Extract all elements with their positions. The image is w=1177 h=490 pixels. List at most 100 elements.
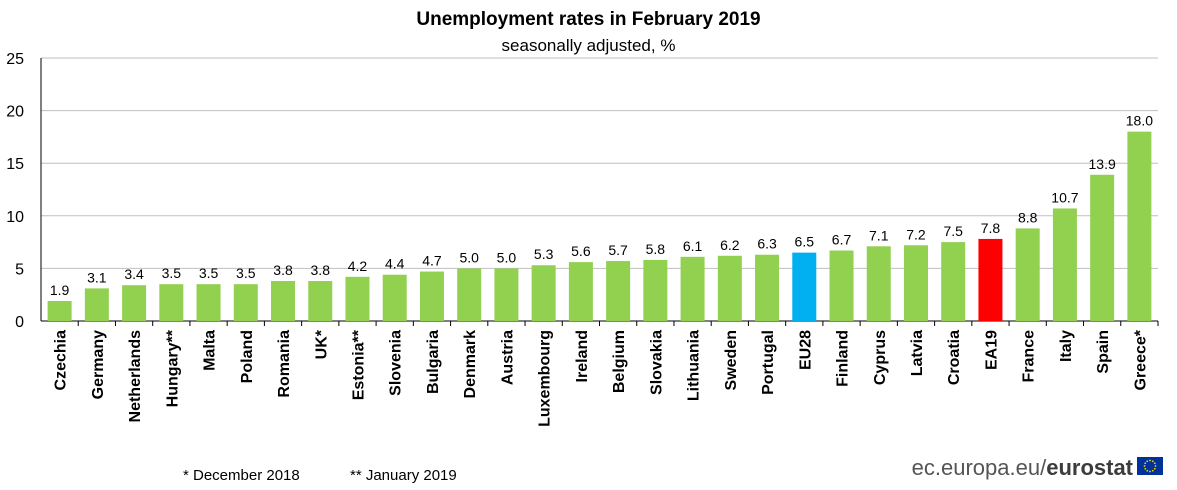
value-label: 7.1: [869, 227, 889, 243]
x-tick-label: UK*: [313, 329, 330, 359]
value-labels: 1.9 3.1 3.4 3.5 3.5 3.5 3.8 3.8 4.2 4.4 4.7 5.0 5.0 5…: [50, 113, 1153, 298]
bar-portugal: [755, 254, 780, 321]
bar-germany: [84, 288, 109, 321]
grid-lines: [41, 57, 1158, 269]
eu-flag-icon: [1137, 457, 1163, 475]
bar-netherlands: [122, 285, 147, 321]
bar-uk: [308, 281, 333, 321]
x-tick-label: Finland: [835, 330, 852, 387]
value-label: 7.2: [906, 226, 926, 242]
bar-luxembourg: [531, 265, 556, 321]
bar-bulgaria: [419, 271, 444, 321]
value-label: 6.2: [720, 237, 740, 253]
x-tick-label: Luxembourg: [537, 330, 554, 427]
value-label: 7.8: [981, 220, 1001, 236]
bars: [47, 131, 1152, 321]
bar-hungary: [159, 284, 184, 321]
eurostat-brand[interactable]: ec.europa.eu/eurostat: [912, 455, 1133, 481]
x-tick-label: France: [1021, 330, 1038, 383]
bar-czechia: [47, 301, 72, 321]
x-tick-label: Sweden: [723, 330, 740, 390]
x-tick-label: Czechia: [53, 330, 70, 391]
value-label: 10.7: [1051, 189, 1078, 205]
bar-italy: [1052, 208, 1077, 321]
bar-denmark: [457, 268, 482, 321]
chart-subtitle: seasonally adjusted, %: [501, 36, 676, 55]
x-tick-label: Slovenia: [388, 330, 405, 396]
y-tick-label: 0: [15, 314, 24, 331]
x-tick-label: Romania: [276, 330, 293, 398]
x-tick-label: Germany: [90, 330, 107, 399]
bar-malta: [196, 284, 221, 321]
value-label: 3.8: [273, 262, 293, 278]
y-tick-label: 5: [15, 261, 24, 278]
y-tick-label: 20: [6, 104, 24, 121]
x-tick-label: Latvia: [909, 330, 926, 376]
value-label: 5.6: [571, 243, 591, 259]
y-tick-label: 10: [6, 209, 24, 226]
x-tick-label: Poland: [239, 330, 256, 383]
chart-title: Unemployment rates in February 2019: [416, 9, 761, 30]
value-label: 3.5: [162, 265, 182, 281]
x-tick-label: Italy: [1058, 330, 1075, 362]
value-label: 4.4: [385, 256, 405, 272]
value-label: 5.7: [608, 242, 628, 258]
value-label: 5.8: [646, 241, 666, 257]
value-label: 1.9: [50, 282, 70, 298]
x-tick-label: Denmark: [462, 330, 479, 399]
bar-eu28: [792, 252, 817, 321]
bar-slovakia: [643, 259, 668, 321]
bar-croatia: [941, 242, 966, 321]
source-domain: ec.europa.eu/: [911, 455, 1047, 480]
value-label: 5.0: [497, 249, 517, 265]
bar-chart: 0 5 10 15 20 25 1.9 3.1 3.4 3.5 3.5 3.5 3.8 3.8 4.2 4.…: [6, 51, 1159, 427]
value-label: 3.1: [87, 269, 107, 285]
x-tick-label: Netherlands: [127, 330, 144, 423]
x-tick-label: Croatia: [946, 330, 963, 385]
x-tick-label: EU28: [797, 330, 814, 370]
footnote-january: ** January 2019: [350, 467, 457, 484]
x-tick-label: Estonia**: [350, 329, 367, 400]
x-tick-label: Bulgaria: [425, 330, 442, 394]
value-label: 3.5: [199, 265, 219, 281]
bar-cyprus: [866, 246, 891, 321]
value-label: 4.2: [348, 258, 368, 274]
x-tick-label: Spain: [1095, 330, 1112, 374]
x-tick-label: Greece*: [1132, 329, 1149, 390]
x-tick-label: Lithuania: [686, 330, 703, 401]
value-label: 13.9: [1089, 156, 1116, 172]
value-label: 7.5: [943, 223, 963, 239]
value-label: 3.8: [311, 262, 331, 278]
bar-latvia: [903, 245, 928, 321]
bar-greece: [1127, 131, 1152, 321]
bar-finland: [829, 250, 854, 321]
value-label: 6.5: [795, 234, 815, 250]
value-label: 8.8: [1018, 209, 1038, 225]
value-label: 6.7: [832, 232, 852, 248]
x-tick-label: EA19: [983, 330, 1000, 370]
x-tick-label: Malta: [202, 330, 219, 371]
bar-belgium: [606, 261, 631, 321]
source-brand: eurostat: [1046, 455, 1133, 480]
bar-lithuania: [680, 256, 705, 321]
value-label: 6.1: [683, 238, 703, 254]
x-tick-label: Cyprus: [872, 330, 889, 385]
bar-austria: [494, 268, 519, 321]
value-label: 5.0: [459, 249, 479, 265]
bar-estonia: [345, 276, 370, 321]
bar-ireland: [568, 262, 593, 321]
value-label: 18.0: [1126, 113, 1153, 129]
bar-romania: [271, 281, 296, 321]
x-tick-label: Austria: [499, 330, 516, 385]
value-label: 6.3: [757, 236, 777, 252]
bar-ea19: [978, 238, 1003, 321]
value-label: 5.3: [534, 246, 554, 262]
bar-france: [1015, 228, 1040, 321]
value-label: 3.5: [236, 265, 256, 281]
x-tick-label: Hungary**: [164, 329, 181, 407]
value-label: 4.7: [422, 253, 442, 269]
value-label: 3.4: [124, 266, 144, 282]
x-axis-labels: Czechia Germany Netherlands Hungary** Malta P…: [53, 321, 1159, 427]
bar-sweden: [717, 255, 742, 321]
footnote-december: * December 2018: [183, 467, 300, 484]
